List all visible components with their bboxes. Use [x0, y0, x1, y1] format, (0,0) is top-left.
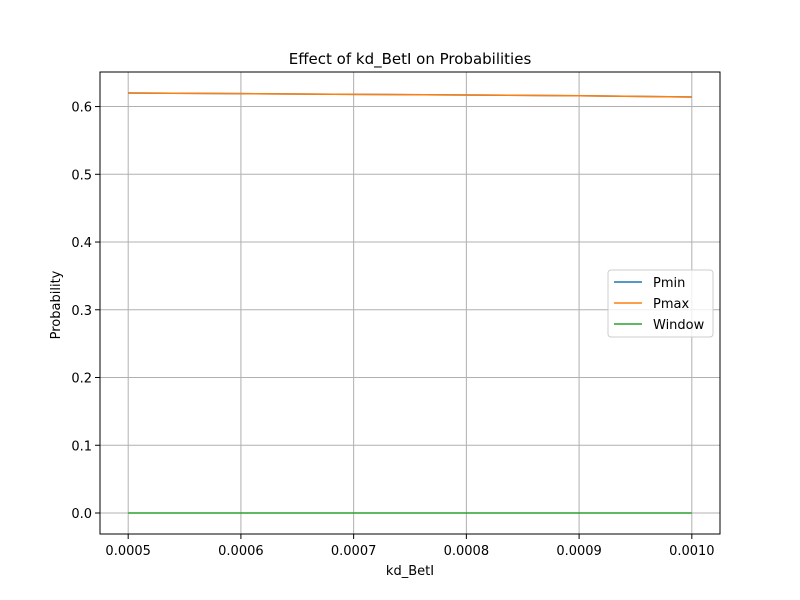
- y-axis: 0.0 0.1 0.2 0.3 0.4 0.5 0.6: [71, 101, 100, 522]
- x-axis-label: kd_BetI: [386, 564, 434, 579]
- y-tick-label: 0.1: [71, 439, 92, 454]
- legend-label-pmin: Pmin: [653, 276, 685, 291]
- y-tick-label: 0.3: [71, 304, 92, 319]
- x-tick-label: 0.0010: [669, 544, 715, 559]
- x-tick-label: 0.0006: [218, 544, 264, 559]
- x-tick-label: 0.0008: [444, 544, 490, 559]
- y-axis-label: Probability: [49, 270, 64, 339]
- legend-box: [607, 269, 714, 338]
- x-axis: 0.0005 0.0006 0.0007 0.0008 0.0009 0.0010: [105, 534, 715, 559]
- chart-title: Effect of kd_BetI on Probabilities: [289, 50, 532, 69]
- x-tick-label: 0.0009: [556, 544, 602, 559]
- y-tick-label: 0.0: [71, 507, 92, 522]
- legend-label-window: Window: [653, 318, 705, 333]
- y-tick-label: 0.4: [71, 236, 92, 251]
- y-tick-label: 0.2: [71, 372, 92, 387]
- x-tick-label: 0.0005: [105, 544, 151, 559]
- x-tick-label: 0.0007: [331, 544, 377, 559]
- series-line-pmax: [128, 92, 692, 98]
- legend-label-pmax: Pmax: [653, 297, 689, 312]
- y-tick-label: 0.6: [71, 101, 92, 116]
- legend: Pmin Pmax Window: [607, 269, 714, 338]
- plot-frame: [99, 71, 721, 535]
- y-tick-label: 0.5: [71, 168, 92, 183]
- series-lines: [128, 92, 692, 514]
